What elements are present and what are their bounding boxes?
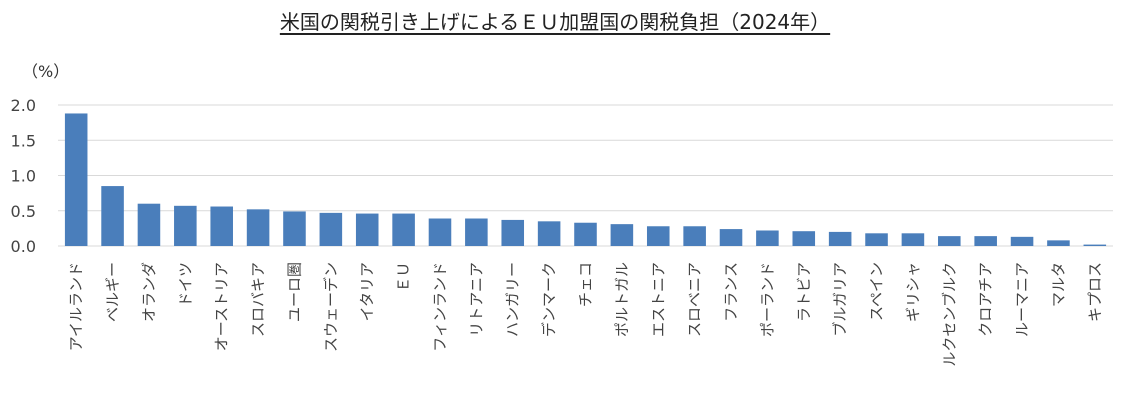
bar (901, 233, 925, 246)
bar (428, 218, 452, 246)
category-label: スロベニア (686, 262, 704, 337)
bar (283, 211, 306, 246)
category-label: アイルランド (67, 262, 85, 351)
category-label: デンマーク (540, 262, 558, 337)
y-tick-label: 0.0 (11, 237, 36, 256)
bar (1010, 236, 1034, 246)
category-label: リトアニア (467, 262, 485, 337)
bar (646, 226, 670, 246)
category-label: マルタ (1049, 262, 1067, 307)
category-label: スペイン (868, 262, 886, 321)
bar (683, 226, 706, 246)
bar (719, 229, 743, 246)
bar (610, 224, 634, 246)
y-axis-unit-label: （%） (22, 62, 70, 81)
category-label: ブルガリア (831, 262, 849, 337)
category-label: ギリシャ (904, 262, 922, 322)
bar (174, 205, 197, 246)
category-label: スウェーデン (322, 262, 340, 352)
category-label: ドイツ (176, 262, 194, 307)
bar (537, 221, 561, 246)
y-tick-label: 1.5 (11, 131, 36, 150)
category-label: イタリア (358, 262, 376, 321)
bar (1047, 240, 1070, 246)
category-label: ラトビア (795, 262, 813, 322)
category-label: フランス (722, 262, 740, 322)
y-tick-label: 2.0 (11, 96, 36, 115)
category-label: クロアチア (977, 262, 995, 337)
category-label: ルクセンブルク (940, 262, 958, 367)
category-label: キプロス (1086, 262, 1104, 322)
bar (938, 236, 961, 246)
bar (574, 222, 597, 246)
bar (355, 213, 379, 246)
category-label: スロバキア (249, 262, 267, 337)
category-label: フィンランド (431, 262, 449, 352)
bar (756, 230, 779, 246)
category-label: オーストリア (213, 262, 231, 351)
bar (465, 218, 488, 246)
bar (974, 236, 997, 246)
bar (64, 113, 88, 247)
category-label: ルーマニア (1013, 262, 1031, 337)
category-label: ポルトガル (613, 262, 631, 337)
category-label: エストニア (649, 262, 667, 337)
category-label: ベルギー (104, 262, 122, 322)
chart-title: 米国の関税引き上げによるＥＵ加盟国の関税負担（2024年） (279, 10, 831, 34)
bar (392, 213, 415, 246)
bar (501, 219, 525, 246)
category-label: ＥＵ (395, 262, 413, 292)
bar (101, 186, 124, 246)
category-label: ユーロ圏 (285, 262, 303, 322)
category-labels: アイルランド ベルギー オランダ ドイツ オーストリア スロバキア ユーロ圏 スウェーデン イタ… (67, 262, 1104, 367)
category-label: チェコ (577, 262, 595, 307)
y-axis-ticks: 0.0 0.5 1.0 1.5 2.0 (11, 96, 36, 256)
bar (319, 212, 343, 246)
bar (828, 231, 852, 246)
y-tick-label: 1.0 (11, 167, 36, 186)
category-label: オランダ (140, 262, 158, 322)
bar (246, 209, 270, 246)
category-label: ポーランド (758, 262, 776, 337)
bar (210, 206, 233, 246)
category-label: ハンガリー (504, 262, 522, 337)
y-tick-label: 0.5 (11, 202, 36, 221)
bar (792, 231, 816, 246)
bar (1083, 244, 1107, 246)
bar (137, 203, 161, 246)
bars (64, 113, 1107, 247)
bar (865, 233, 888, 246)
